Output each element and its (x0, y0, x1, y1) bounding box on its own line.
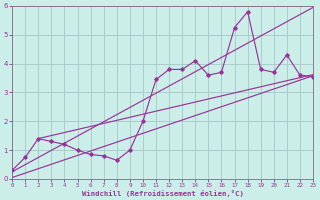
X-axis label: Windchill (Refroidissement éolien,°C): Windchill (Refroidissement éolien,°C) (82, 190, 244, 197)
